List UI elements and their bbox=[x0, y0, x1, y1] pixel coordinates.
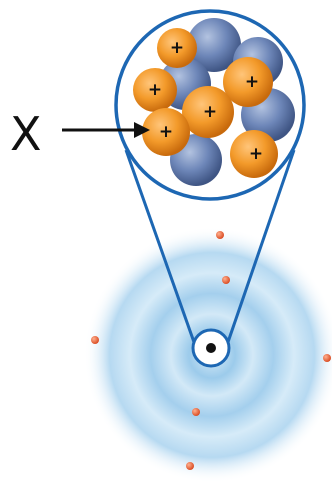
proton bbox=[230, 130, 278, 178]
proton bbox=[142, 108, 190, 156]
magnifier-cone bbox=[124, 149, 296, 346]
proton bbox=[182, 86, 234, 138]
proton bbox=[157, 28, 197, 68]
proton-charge: + bbox=[159, 122, 173, 142]
electron bbox=[91, 336, 99, 344]
proton-charge: + bbox=[245, 72, 259, 92]
proton-charge: + bbox=[170, 38, 184, 58]
electron bbox=[222, 276, 230, 284]
electron bbox=[192, 408, 200, 416]
electron bbox=[186, 462, 194, 470]
electrons bbox=[91, 231, 331, 470]
nucleus-magnified: + + + + + + bbox=[133, 18, 295, 186]
proton-charge: + bbox=[203, 102, 217, 122]
nucleus-dot bbox=[206, 343, 216, 353]
proton-charge: + bbox=[249, 144, 263, 164]
proton-charge: + bbox=[148, 80, 162, 100]
magnifier-lens-outline bbox=[114, 9, 306, 201]
pointer-label: X bbox=[10, 107, 42, 161]
pointer-arrow bbox=[62, 122, 150, 138]
proton bbox=[223, 57, 273, 107]
proton bbox=[133, 68, 177, 112]
neutron bbox=[187, 18, 241, 72]
electron bbox=[216, 231, 224, 239]
electron bbox=[323, 354, 331, 362]
